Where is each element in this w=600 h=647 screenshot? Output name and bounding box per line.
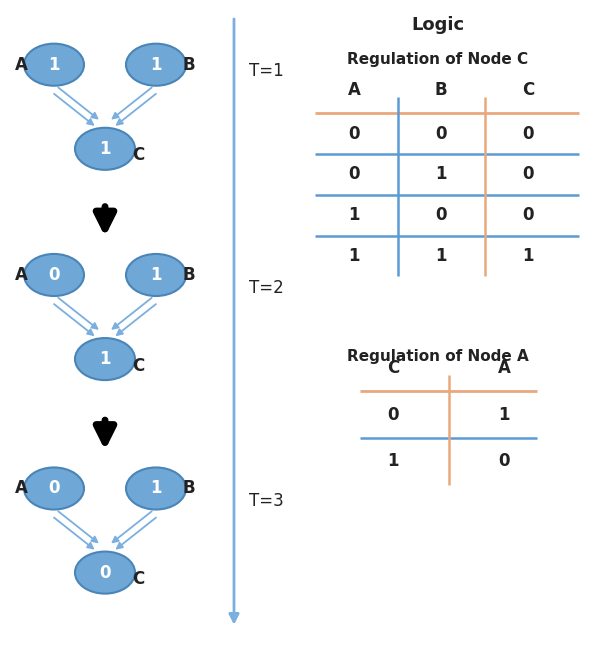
Text: A: A	[14, 56, 28, 74]
Text: 1: 1	[150, 479, 162, 498]
Text: 0: 0	[348, 125, 360, 142]
Text: 0: 0	[99, 564, 111, 582]
Text: 0: 0	[522, 125, 534, 142]
Ellipse shape	[126, 467, 186, 510]
Ellipse shape	[75, 551, 135, 594]
Text: B: B	[434, 81, 448, 99]
Text: 1: 1	[435, 247, 447, 265]
Text: 1: 1	[99, 350, 111, 368]
Text: 0: 0	[498, 452, 510, 470]
Ellipse shape	[75, 338, 135, 380]
Text: 1: 1	[48, 56, 60, 74]
Ellipse shape	[24, 467, 84, 510]
Text: B: B	[182, 56, 196, 74]
Text: B: B	[182, 266, 196, 284]
Text: A: A	[497, 359, 511, 377]
Text: 0: 0	[435, 125, 447, 142]
Text: T=1: T=1	[249, 62, 284, 80]
Text: T=2: T=2	[249, 279, 284, 297]
Text: 0: 0	[348, 166, 360, 183]
Text: C: C	[522, 81, 534, 99]
Text: 1: 1	[150, 266, 162, 284]
Text: Regulation of Node A: Regulation of Node A	[347, 349, 529, 364]
Ellipse shape	[126, 254, 186, 296]
Text: 1: 1	[387, 452, 399, 470]
Text: C: C	[132, 146, 144, 164]
Text: A: A	[14, 266, 28, 284]
Text: Logic: Logic	[412, 16, 464, 34]
Text: C: C	[132, 570, 144, 588]
Text: 0: 0	[522, 166, 534, 183]
Text: Regulation of Node C: Regulation of Node C	[347, 52, 529, 67]
Text: 0: 0	[387, 406, 399, 424]
Ellipse shape	[24, 254, 84, 296]
Text: T=3: T=3	[249, 492, 284, 510]
Text: A: A	[14, 479, 28, 498]
Text: 1: 1	[522, 247, 534, 265]
Text: 1: 1	[348, 206, 360, 224]
Text: A: A	[347, 81, 361, 99]
Text: 0: 0	[522, 206, 534, 224]
Ellipse shape	[75, 128, 135, 170]
Text: 1: 1	[498, 406, 510, 424]
Ellipse shape	[126, 43, 186, 85]
Text: C: C	[387, 359, 399, 377]
Text: 0: 0	[435, 206, 447, 224]
Text: B: B	[182, 479, 196, 498]
Ellipse shape	[24, 43, 84, 85]
Text: 1: 1	[348, 247, 360, 265]
Text: 0: 0	[48, 266, 60, 284]
Text: 1: 1	[99, 140, 111, 158]
Text: 1: 1	[435, 166, 447, 183]
Text: C: C	[132, 356, 144, 375]
Text: 0: 0	[48, 479, 60, 498]
Text: 1: 1	[150, 56, 162, 74]
